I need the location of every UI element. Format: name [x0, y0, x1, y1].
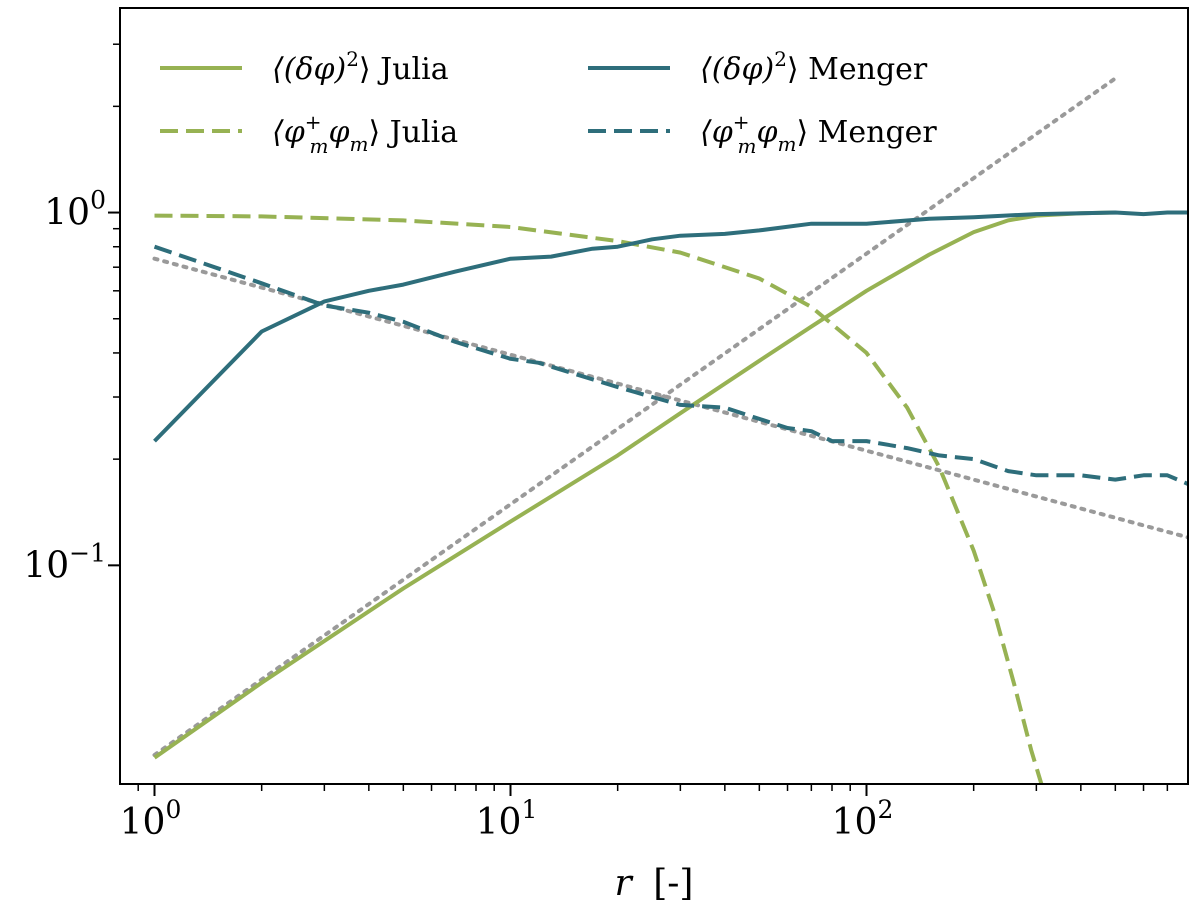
legend-label: ⟨φ+ mφm⟩ Menger — [700, 110, 937, 158]
series-line-3 — [153, 210, 1188, 443]
series-line-2 — [154, 213, 1044, 784]
legend-item: ⟨φ+ mφm⟩ Menger — [588, 110, 937, 158]
y-tick-label: 10−1 — [23, 538, 106, 586]
legend: ⟨(δφ)2⟩ Julia ⟨(δφ)2⟩ Menger ⟨φ+ mφm⟩ Julia… — [160, 47, 937, 158]
series-lines — [152, 76, 1188, 784]
legend-item: ⟨(δφ)2⟩ Julia — [160, 47, 449, 87]
plot-frame — [119, 7, 1189, 785]
legend-item: ⟨φ+ mφm⟩ Julia — [160, 110, 458, 158]
legend-item: ⟨(δφ)2⟩ Menger — [588, 47, 928, 87]
legend-label: ⟨(δφ)2⟩ Julia — [272, 47, 449, 87]
x-axis-unit: [-] — [653, 863, 693, 904]
x-axis-label: r [-] — [615, 863, 694, 904]
series-line-1 — [153, 210, 1116, 760]
legend-label: ⟨(δφ)2⟩ Menger — [700, 47, 928, 87]
x-tick-label: 102 — [832, 795, 894, 843]
x-axis-variable: r — [615, 863, 634, 904]
y-tick-label: 100 — [44, 186, 106, 234]
x-tick-label: 101 — [476, 795, 538, 843]
reference-fit-line — [152, 76, 1118, 757]
axis-ticks: 100 101 102 10−1 100 — [23, 43, 1169, 843]
legend-label: ⟨φ+ mφm⟩ Julia — [272, 110, 458, 158]
x-tick-label: 100 — [120, 795, 182, 843]
series-line-4 — [153, 244, 1188, 486]
